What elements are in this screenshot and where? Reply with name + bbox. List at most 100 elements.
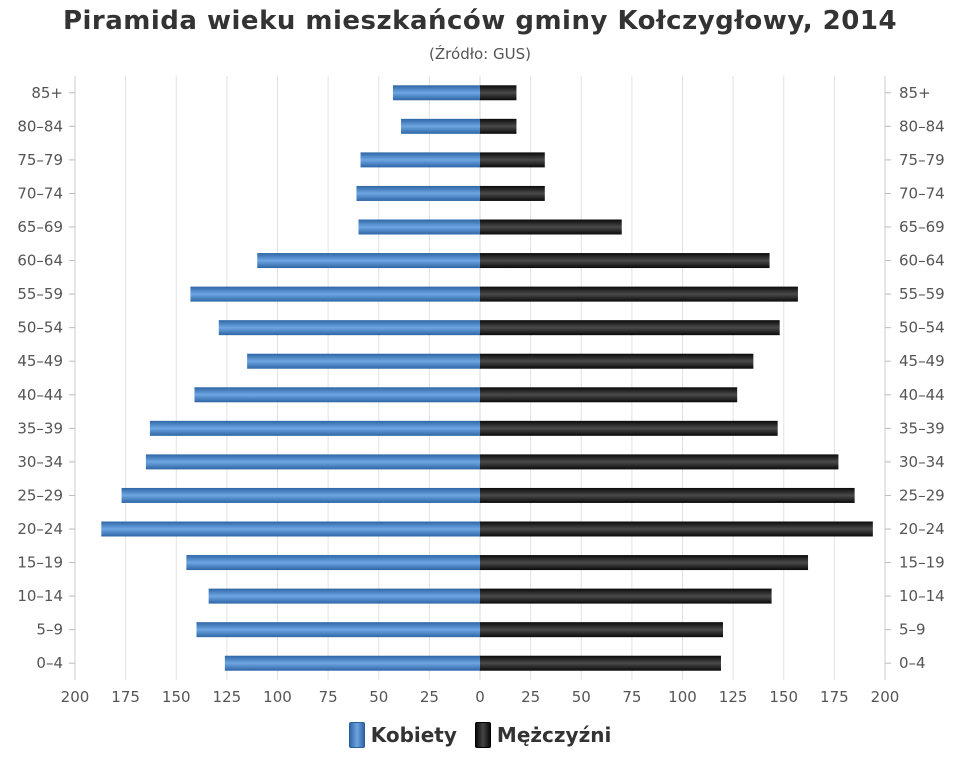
y-tick-label-left: 30–34 xyxy=(17,453,63,471)
bar-kobiety[interactable] xyxy=(401,118,480,134)
bar-mezczyzni[interactable] xyxy=(480,622,723,638)
x-tick-label: 100 xyxy=(263,688,292,706)
x-tick-label: 75 xyxy=(622,688,641,706)
bar-mezczyzni[interactable] xyxy=(480,85,517,101)
y-tick-label-left: 15–19 xyxy=(17,554,63,572)
bar-kobiety[interactable] xyxy=(101,521,480,537)
y-tick-label-left: 20–24 xyxy=(17,520,63,538)
x-tick-label: 25 xyxy=(521,688,540,706)
y-tick-label-left: 55–59 xyxy=(17,285,63,303)
bar-kobiety[interactable] xyxy=(194,387,480,403)
bar-kobiety[interactable] xyxy=(218,320,480,336)
x-tick-label: 125 xyxy=(719,688,748,706)
bar-mezczyzni[interactable] xyxy=(480,286,798,302)
x-tick-label: 75 xyxy=(319,688,338,706)
y-tick-label-right: 10–14 xyxy=(899,587,945,605)
y-tick-label-left: 35–39 xyxy=(17,419,63,437)
legend-item-kobiety[interactable]: Kobiety xyxy=(348,722,457,748)
bar-kobiety[interactable] xyxy=(247,353,480,369)
bar-kobiety[interactable] xyxy=(358,219,481,235)
bar-mezczyzni[interactable] xyxy=(480,387,738,403)
x-tick-label: 100 xyxy=(668,688,697,706)
bar-mezczyzni[interactable] xyxy=(480,555,809,571)
bar-mezczyzni[interactable] xyxy=(480,454,839,470)
y-tick-label-left: 10–14 xyxy=(17,587,63,605)
legend-label-mezczyzni: Mężczyźni xyxy=(496,723,612,747)
y-tick-label-left: 80–84 xyxy=(17,117,63,135)
legend-swatch-kobiety xyxy=(348,722,365,748)
legend: Kobiety Mężczyźni xyxy=(0,722,960,748)
bar-mezczyzni[interactable] xyxy=(480,655,721,671)
x-tick-label: 200 xyxy=(871,688,900,706)
y-tick-label-right: 35–39 xyxy=(899,419,945,437)
bar-mezczyzni[interactable] xyxy=(480,487,855,503)
chart-subtitle: (Źródło: GUS) xyxy=(429,45,531,63)
y-tick-label-right: 60–64 xyxy=(899,252,945,270)
chart-title: Piramida wieku mieszkańców gminy Kołczyg… xyxy=(62,6,898,36)
x-tick-label: 125 xyxy=(213,688,242,706)
plot-area: 200 175 150 125 100 75 50 25 0 25 50 75 100 125 150 175… xyxy=(17,76,945,706)
bar-mezczyzni[interactable] xyxy=(480,353,754,369)
y-tick-label-left: 65–69 xyxy=(17,218,63,236)
y-tick-label-left: 0–4 xyxy=(36,654,63,672)
bar-kobiety[interactable] xyxy=(224,655,480,671)
bar-kobiety[interactable] xyxy=(186,555,480,571)
bar-kobiety[interactable] xyxy=(145,454,480,470)
y-tick-label-right: 5–9 xyxy=(899,621,926,639)
y-tick-label-right: 85+ xyxy=(899,84,931,102)
bar-mezczyzni[interactable] xyxy=(480,185,545,201)
y-tick-label-right: 50–54 xyxy=(899,319,945,337)
y-tick-label-left: 85+ xyxy=(31,84,63,102)
bar-mezczyzni[interactable] xyxy=(480,588,772,604)
bar-mezczyzni[interactable] xyxy=(480,253,770,269)
y-tick-label-left: 60–64 xyxy=(17,252,63,270)
y-tick-label-left: 70–74 xyxy=(17,184,63,202)
x-tick-label: 25 xyxy=(420,688,439,706)
y-tick-label-right: 15–19 xyxy=(899,554,945,572)
y-tick-label-left: 45–49 xyxy=(17,352,63,370)
bar-kobiety[interactable] xyxy=(257,253,480,269)
bar-kobiety[interactable] xyxy=(392,85,480,101)
bar-kobiety[interactable] xyxy=(121,487,480,503)
y-tick-label-right: 20–24 xyxy=(899,520,945,538)
y-tick-label-left: 75–79 xyxy=(17,151,63,169)
y-tick-label-right: 55–59 xyxy=(899,285,945,303)
legend-item-mezczyzni[interactable]: Mężczyźni xyxy=(474,722,612,748)
bar-mezczyzni[interactable] xyxy=(480,118,517,134)
y-tick-label-right: 45–49 xyxy=(899,352,945,370)
bar-kobiety[interactable] xyxy=(149,420,481,436)
y-tick-label-left: 40–44 xyxy=(17,386,63,404)
bar-kobiety[interactable] xyxy=(208,588,480,604)
bar-mezczyzni[interactable] xyxy=(480,219,622,235)
legend-label-kobiety: Kobiety xyxy=(370,723,457,747)
x-tick-label: 0 xyxy=(475,688,485,706)
y-tick-label-right: 70–74 xyxy=(899,184,945,202)
y-tick-label-right: 40–44 xyxy=(899,386,945,404)
y-tick-label-right: 80–84 xyxy=(899,117,945,135)
bar-kobiety[interactable] xyxy=(360,152,480,168)
x-tick-label: 200 xyxy=(61,688,90,706)
y-tick-label-right: 0–4 xyxy=(899,654,926,672)
x-tick-label: 150 xyxy=(769,688,798,706)
y-tick-label-right: 75–79 xyxy=(899,151,945,169)
y-tick-label-left: 50–54 xyxy=(17,319,63,337)
x-tick-label: 50 xyxy=(369,688,388,706)
y-tick-label-right: 65–69 xyxy=(899,218,945,236)
bar-kobiety[interactable] xyxy=(356,185,480,201)
bar-mezczyzni[interactable] xyxy=(480,152,545,168)
x-tick-label: 175 xyxy=(111,688,140,706)
bar-kobiety[interactable] xyxy=(190,286,481,302)
y-tick-label-left: 25–29 xyxy=(17,486,63,504)
x-tick-label: 175 xyxy=(820,688,849,706)
y-tick-label-left: 5–9 xyxy=(36,621,63,639)
x-tick-label: 50 xyxy=(572,688,591,706)
legend-swatch-mezczyzni xyxy=(474,722,491,748)
bar-mezczyzni[interactable] xyxy=(480,521,873,537)
bar-mezczyzni[interactable] xyxy=(480,320,780,336)
y-tick-label-right: 30–34 xyxy=(899,453,945,471)
bar-kobiety[interactable] xyxy=(196,622,481,638)
y-tick-label-right: 25–29 xyxy=(899,486,945,504)
bar-mezczyzni[interactable] xyxy=(480,420,778,436)
x-tick-label: 150 xyxy=(162,688,191,706)
